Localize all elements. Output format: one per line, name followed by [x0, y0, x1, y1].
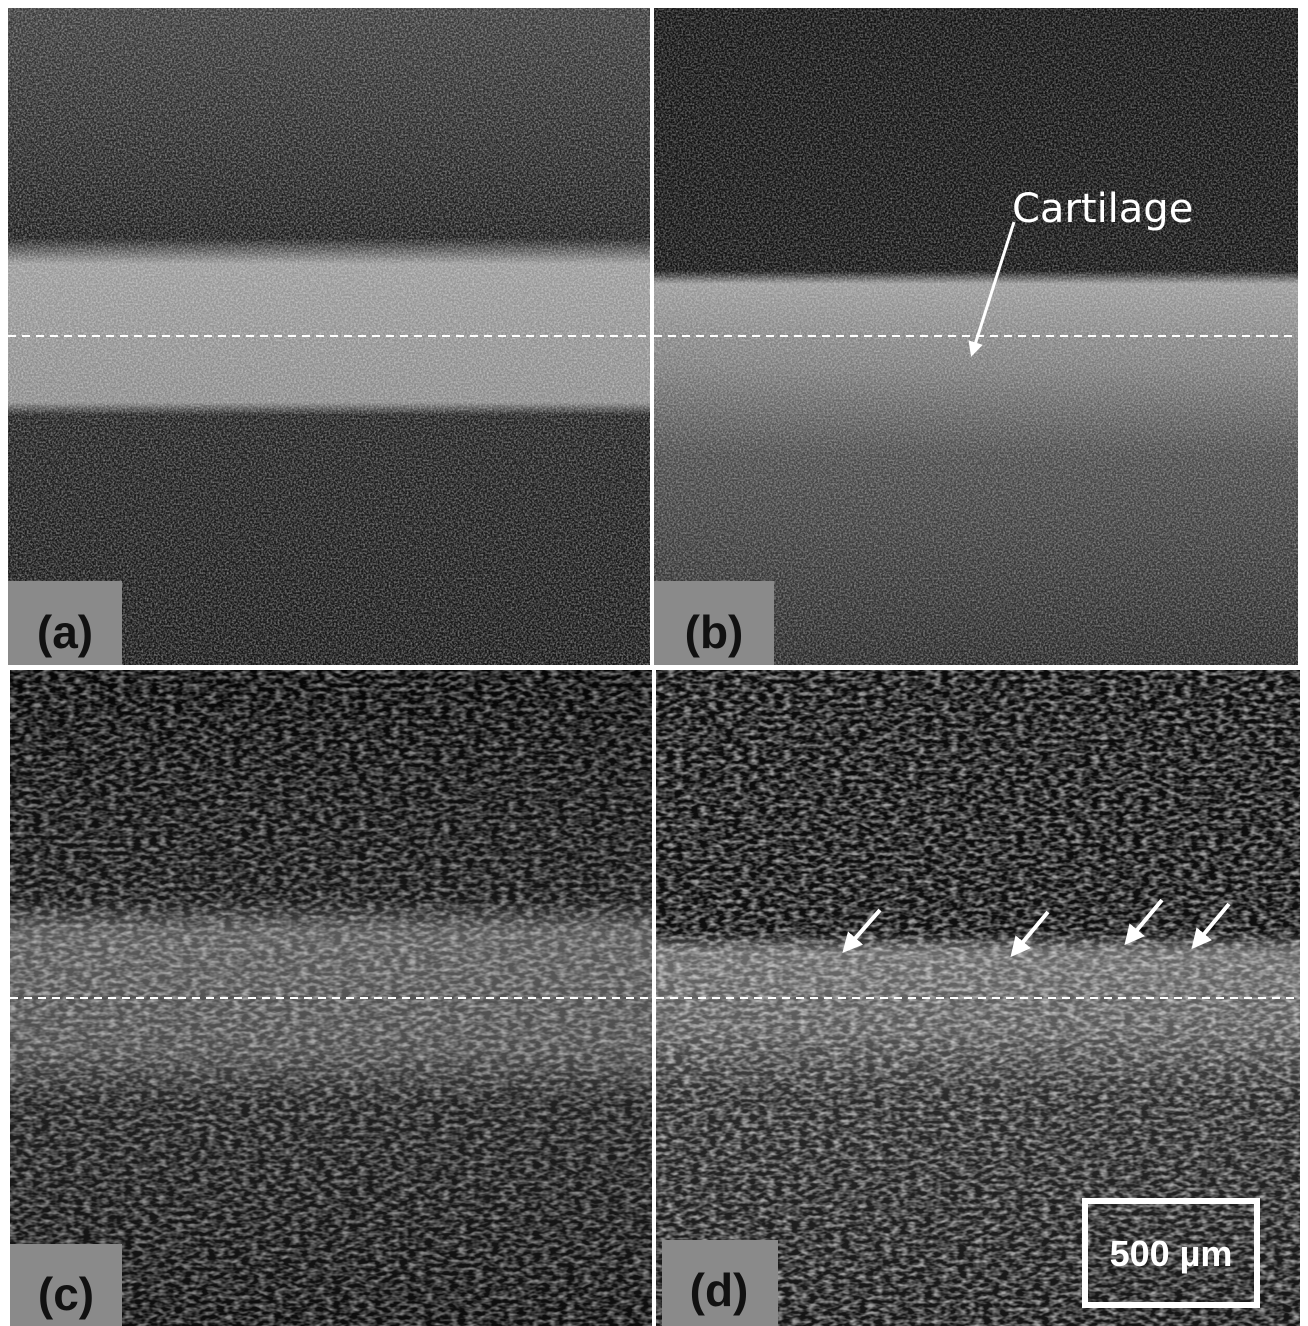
panel-label: (c) [38, 1268, 94, 1320]
scale-bar: 500 µm [1110, 1233, 1233, 1274]
panel-c: (c) [10, 670, 652, 1326]
panel-b: Cartilage (b) [654, 8, 1298, 665]
panel-d: 500 µm (d) [656, 670, 1300, 1326]
panel-label: (a) [37, 606, 93, 658]
panel-a: (a) [8, 8, 650, 665]
panel-label: (d) [690, 1264, 749, 1316]
page: {"panels": [ {"label": "(a)"}, {"label":… [0, 0, 1308, 1326]
annotation: Cartilage [1012, 186, 1193, 232]
figure: (a) Cartilage (b) (c) 500 µm (d) [0, 0, 1308, 1326]
panel-label: (b) [685, 606, 744, 658]
